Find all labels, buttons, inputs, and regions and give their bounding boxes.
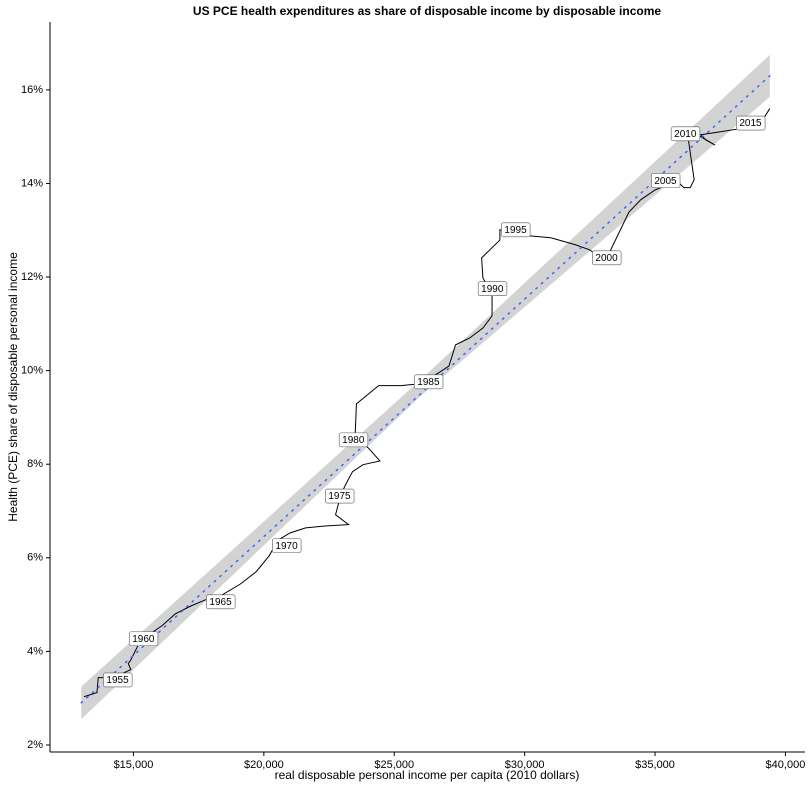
x-tick-label: $30,000	[505, 759, 545, 771]
label-box	[128, 631, 159, 647]
y-tick-label: 4%	[27, 645, 43, 657]
year-label: 1995	[504, 225, 527, 236]
label-box	[413, 374, 444, 390]
year-label: 1980	[342, 435, 365, 446]
x-tick-label: $35,000	[635, 759, 675, 771]
year-label: 1970	[275, 541, 298, 552]
y-tick-label: 2%	[27, 739, 43, 751]
label-box	[651, 173, 681, 188]
x-tick-label: $25,000	[374, 759, 414, 771]
year-label: 1985	[417, 377, 440, 388]
trend-line	[80, 75, 771, 704]
year-label: 1990	[481, 284, 504, 295]
x-tick-label: $15,000	[114, 759, 154, 771]
label-box	[325, 488, 355, 504]
y-tick-label: 14%	[21, 177, 43, 189]
label-box	[501, 222, 531, 238]
year-label: 1975	[328, 491, 351, 502]
label-box	[103, 672, 133, 688]
year-label: 1960	[132, 634, 155, 645]
label-box	[272, 538, 302, 553]
label-box	[592, 250, 622, 266]
x-tick-label: $20,000	[244, 759, 284, 771]
year-label: 1955	[106, 675, 129, 686]
year-label: 1965	[209, 597, 232, 608]
label-box	[206, 594, 236, 610]
year-label: 2010	[674, 129, 697, 140]
label-box	[338, 432, 369, 448]
y-tick-label: 10%	[21, 365, 43, 377]
y-tick-label: 6%	[27, 552, 43, 564]
data-line	[83, 108, 771, 698]
y-tick-label: 16%	[21, 84, 43, 96]
label-box	[736, 115, 766, 131]
x-axis-title: real disposable personal income per capi…	[275, 768, 580, 782]
y-tick-label: 12%	[21, 271, 43, 283]
y-tick-label: 8%	[27, 458, 43, 470]
year-label: 2000	[595, 253, 618, 264]
year-label: 2005	[654, 176, 677, 187]
chart-title: US PCE health expenditures as share of d…	[193, 4, 661, 18]
label-box	[477, 281, 508, 297]
year-label: 2015	[739, 118, 762, 129]
x-tick-label: $40,000	[766, 759, 806, 771]
label-box	[670, 126, 701, 142]
y-axis-title: Health (PCE) share of disposable persona…	[6, 252, 20, 522]
